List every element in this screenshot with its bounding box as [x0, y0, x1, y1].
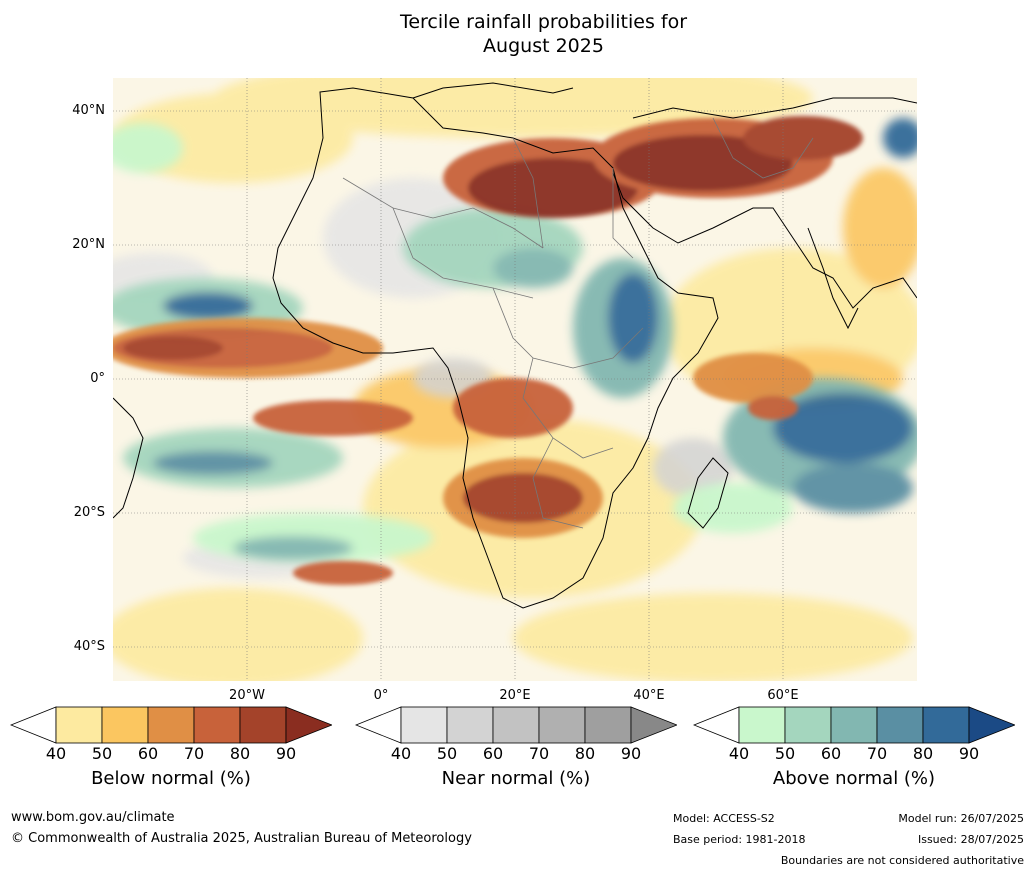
tick: 50: [91, 744, 113, 763]
colorbar-bin: [400, 706, 448, 744]
title-line-1: Tercile rainfall probabilities for: [399, 11, 688, 33]
colorbar-bin: [101, 706, 149, 744]
map-canvas: [93, 58, 923, 688]
tick: 70: [866, 744, 888, 763]
colorbar-min-extension: [10, 706, 57, 744]
coastlines: [112, 82, 918, 609]
near-normal-colorbar: [355, 706, 677, 744]
tick: 80: [912, 744, 934, 763]
colorbar-bin: [446, 706, 494, 744]
lon-label-20e: 20°E: [499, 688, 531, 703]
colorbar-bin: [55, 706, 103, 744]
colorbar-bin: [538, 706, 586, 744]
tick: 70: [528, 744, 550, 763]
tick: 70: [183, 744, 205, 763]
tick: 60: [820, 744, 842, 763]
colorbar-min-extension: [693, 706, 740, 744]
near-normal-title: Near normal (%): [441, 768, 591, 789]
website-link[interactable]: www.bom.gov.au/climate: [11, 810, 175, 825]
colorbar-bin: [922, 706, 970, 744]
lon-label-0: 0°: [373, 688, 389, 703]
colorbar-bin: [147, 706, 195, 744]
model-text: Model: ACCESS-S2: [673, 812, 775, 825]
colorbar-min-extension: [355, 706, 402, 744]
copyright-text: © Commonwealth of Australia 2025, Austra…: [11, 831, 472, 846]
model-run-text: Model run: 26/07/2025: [898, 812, 1024, 825]
colorbar-bin: [492, 706, 540, 744]
map-title: Tercile rainfall probabilities for Augus…: [0, 10, 1035, 58]
below-normal-colorbar: [10, 706, 332, 744]
lon-label-20w: 20°W: [229, 688, 265, 703]
tick: 40: [45, 744, 67, 763]
tick: 90: [275, 744, 297, 763]
below-normal-title: Below normal (%): [91, 768, 251, 789]
colorbar-bin: [830, 706, 878, 744]
lat-label-40n: 40°N: [72, 103, 105, 118]
lon-label-60e: 60°E: [767, 688, 799, 703]
lat-label-40s: 40°S: [73, 639, 105, 654]
colorbar-max-extension: [968, 706, 1015, 744]
colorbar-bin: [193, 706, 241, 744]
tick: 50: [774, 744, 796, 763]
lat-label-equator: 0°: [90, 371, 105, 386]
title-line-2: August 2025: [483, 35, 604, 57]
lon-label-40e: 40°E: [633, 688, 665, 703]
above-normal-colorbar: [693, 706, 1015, 744]
lat-label-20s: 20°S: [73, 505, 105, 520]
tick: 90: [620, 744, 642, 763]
graticule: [113, 78, 917, 681]
tick: 80: [229, 744, 251, 763]
colorbar-bin: [876, 706, 924, 744]
disclaimer-text: Boundaries are not considered authoritat…: [780, 854, 1024, 867]
rainfall-map: [93, 58, 923, 688]
country-borders: [342, 117, 814, 529]
colorbar-bin: [584, 706, 632, 744]
tick: 90: [958, 744, 980, 763]
tick: 60: [137, 744, 159, 763]
colorbar-bin: [784, 706, 832, 744]
issued-text: Issued: 28/07/2025: [917, 833, 1024, 846]
above-normal-title: Above normal (%): [772, 768, 936, 789]
tick: 50: [436, 744, 458, 763]
colorbar-bin: [738, 706, 786, 744]
colorbar-bin: [239, 706, 287, 744]
tick: 40: [728, 744, 750, 763]
tick: 40: [390, 744, 412, 763]
base-period-text: Base period: 1981-2018: [673, 833, 806, 846]
colorbar-max-extension: [630, 706, 677, 744]
colorbar-max-extension: [285, 706, 332, 744]
tick: 80: [574, 744, 596, 763]
lat-label-20n: 20°N: [72, 237, 105, 252]
tick: 60: [482, 744, 504, 763]
